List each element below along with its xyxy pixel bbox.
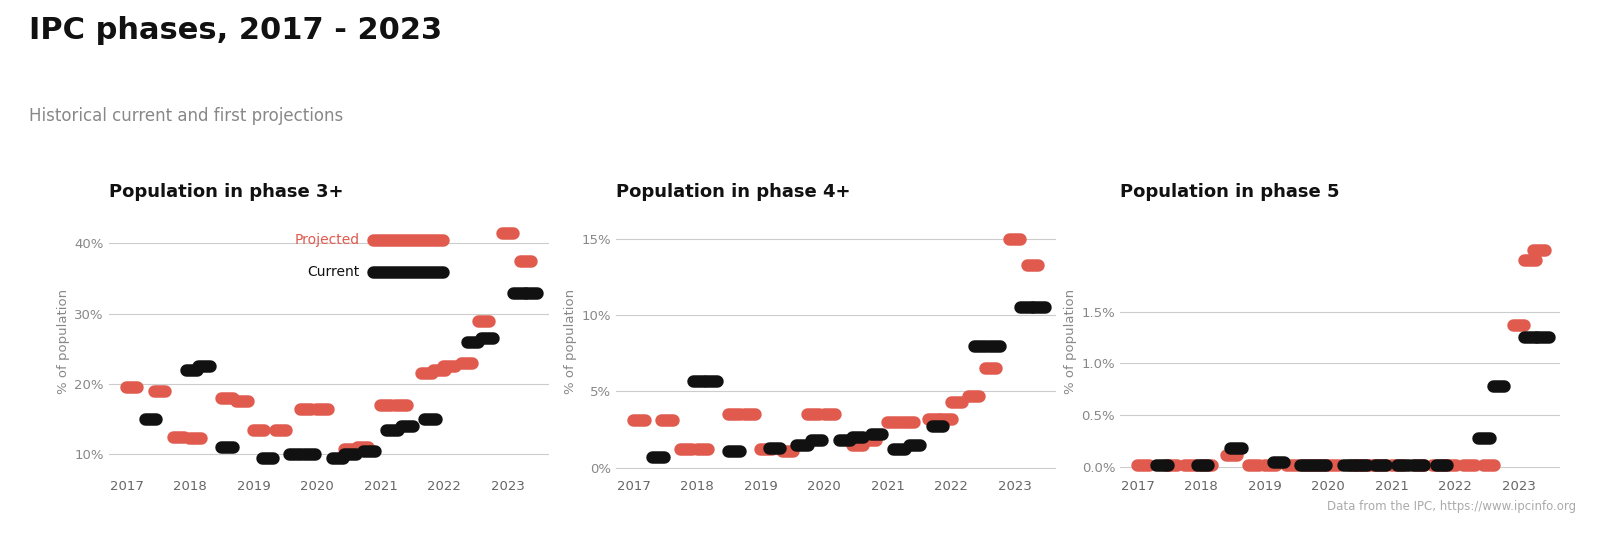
Text: Projected: Projected: [294, 233, 360, 247]
Text: IPC phases, 2017 - 2023: IPC phases, 2017 - 2023: [29, 16, 442, 45]
Text: Population in phase 3+: Population in phase 3+: [109, 183, 344, 201]
Text: Population in phase 5: Population in phase 5: [1120, 183, 1339, 201]
Y-axis label: % of population: % of population: [58, 289, 70, 394]
Y-axis label: % of population: % of population: [1064, 289, 1077, 394]
Y-axis label: % of population: % of population: [565, 289, 578, 394]
Text: Historical current and first projections: Historical current and first projections: [29, 107, 342, 125]
Text: Data from the IPC, https://www.ipcinfo.org: Data from the IPC, https://www.ipcinfo.o…: [1326, 500, 1576, 513]
Text: Current: Current: [307, 265, 360, 279]
Text: Population in phase 4+: Population in phase 4+: [616, 183, 851, 201]
